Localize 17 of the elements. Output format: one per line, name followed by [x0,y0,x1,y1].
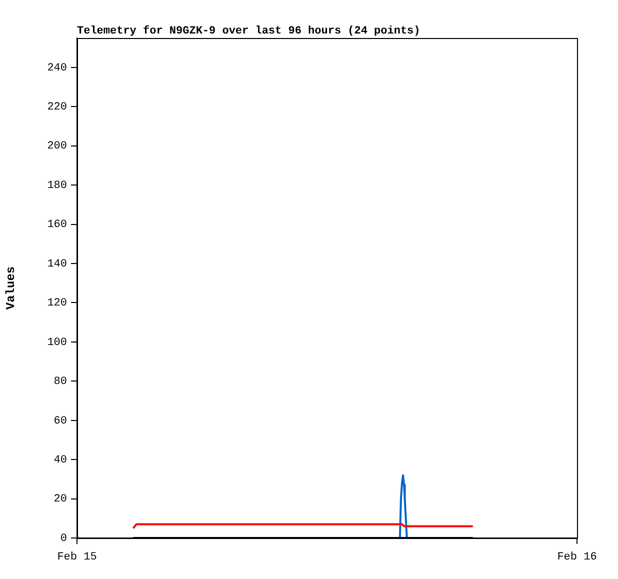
y-tick-label: 20 [54,494,67,506]
y-tick-label: 60 [54,415,67,428]
y-tick-label: 40 [54,454,67,466]
y-tick-label: 200 [47,140,67,153]
y-tick-label: 120 [47,298,67,310]
y-tick-label: 0 [60,532,67,545]
chart-title: Telemetry for N9GZK-9 over last 96 hours (24 points) [77,24,420,38]
y-tick-label: 220 [47,102,67,114]
x-tick-label: Feb 16 [557,552,597,564]
y-tick-label: 140 [47,258,67,270]
y-axis-title: Values [4,266,18,310]
y-tick-label: 240 [47,62,67,74]
y-tick-label: 160 [47,219,67,232]
y-tick-label: 180 [47,180,67,192]
x-tick-label: Feb 15 [57,552,97,564]
y-tick-label: 80 [54,376,67,388]
y-tick-label: 100 [47,336,67,349]
